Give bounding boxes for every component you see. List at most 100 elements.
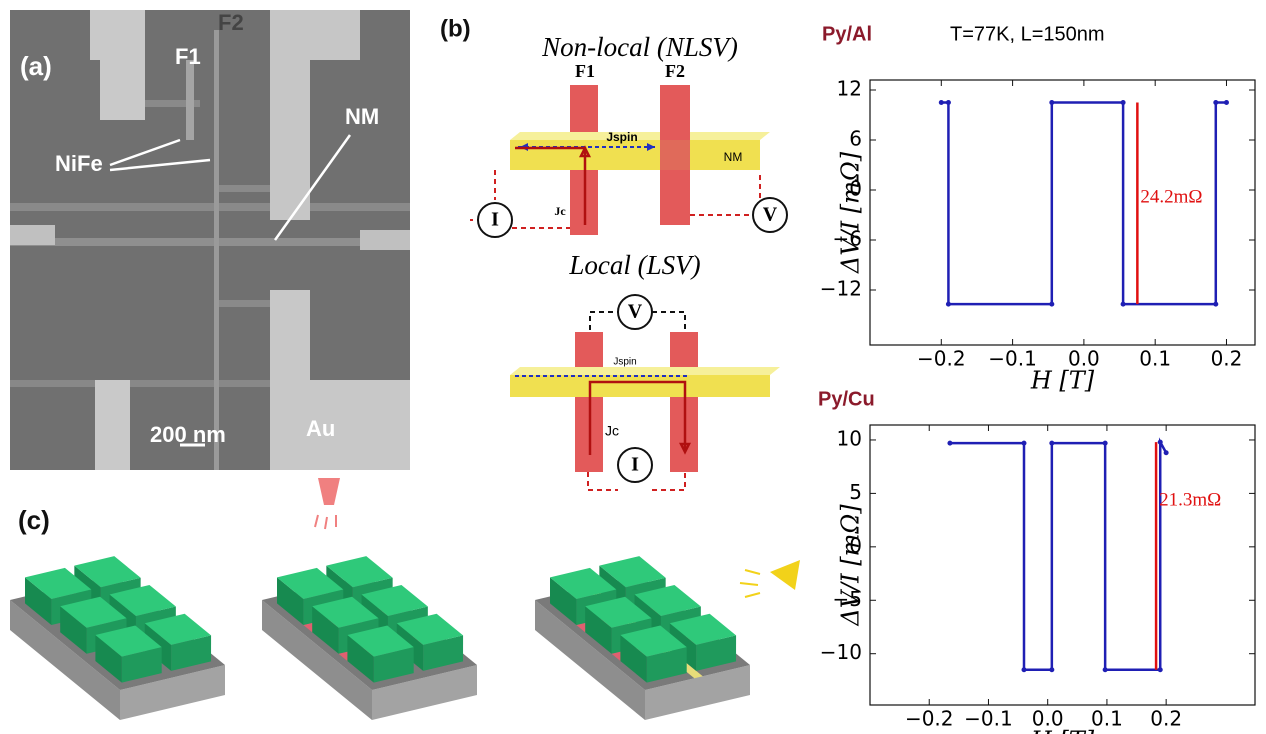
arrow bbox=[109, 134, 352, 241]
data-point bbox=[1049, 667, 1055, 673]
sem-wire bbox=[215, 185, 275, 192]
block-top bbox=[347, 625, 414, 657]
y-tick-label: 6 bbox=[849, 127, 862, 151]
y-tick-label: 0 bbox=[849, 533, 862, 557]
nm-bar bbox=[510, 375, 770, 397]
sem-wire bbox=[215, 300, 275, 307]
au-pad bbox=[270, 10, 360, 220]
block-top bbox=[25, 567, 92, 599]
block-top bbox=[620, 625, 687, 657]
sem-wire bbox=[10, 380, 410, 387]
substrate-side bbox=[10, 600, 120, 720]
data-point bbox=[1213, 301, 1219, 307]
ferromagnet bbox=[660, 140, 690, 170]
data-point bbox=[1157, 439, 1163, 445]
au-pad bbox=[10, 225, 410, 250]
sem-wire bbox=[10, 238, 410, 246]
wire bbox=[589, 311, 686, 330]
label: F2 bbox=[665, 61, 685, 81]
substrate-side bbox=[262, 600, 372, 720]
annotation-label: 24.2mΩ bbox=[1140, 187, 1202, 208]
x-tick-label: 0.0 bbox=[1068, 347, 1100, 371]
fabrication-steps: (c) bbox=[10, 478, 800, 720]
light-rays bbox=[314, 514, 337, 530]
schematic: (b) Non-local (NLSV) F1 F2 Jspin NM I Jc… bbox=[440, 15, 788, 491]
data-point bbox=[945, 301, 951, 307]
panel-label: (a) bbox=[20, 51, 52, 81]
data-point bbox=[1163, 450, 1169, 456]
block-top bbox=[599, 556, 666, 588]
annotation-label: 21.3mΩ bbox=[1159, 489, 1221, 510]
y-tick-label: −5 bbox=[833, 587, 862, 611]
chart-subtitle: T=77K, L=150nm bbox=[950, 23, 1105, 45]
block-side bbox=[423, 635, 464, 671]
y-tick-label: −10 bbox=[820, 640, 862, 664]
y-axis-label: ΔV/I [mΩ] bbox=[837, 504, 865, 627]
block-top bbox=[144, 613, 212, 645]
data-point bbox=[1157, 667, 1163, 673]
voltmeter bbox=[617, 294, 653, 330]
light-source bbox=[318, 478, 340, 505]
sem-wire bbox=[10, 203, 410, 211]
data-point bbox=[1021, 667, 1027, 673]
au-pad bbox=[90, 10, 145, 120]
block-side bbox=[347, 635, 374, 683]
ammeter bbox=[617, 447, 653, 483]
y-axis-label: ΔV/I [mΩ] bbox=[837, 151, 865, 274]
wire bbox=[587, 472, 686, 491]
diagram-title: Non-local (NLSV) bbox=[541, 32, 738, 62]
data-point bbox=[1213, 100, 1219, 105]
label: Jc bbox=[605, 423, 619, 439]
x-tick-label: 0.2 bbox=[1150, 707, 1182, 731]
y-tick-label: −6 bbox=[833, 227, 862, 251]
block-side bbox=[277, 577, 304, 625]
data-point bbox=[938, 100, 944, 105]
nife-f2 bbox=[214, 30, 219, 470]
block-side bbox=[373, 647, 414, 683]
block-side bbox=[550, 577, 577, 625]
block-top bbox=[95, 625, 162, 657]
y-tick-label: 10 bbox=[837, 426, 862, 450]
label: NiFe bbox=[55, 151, 103, 176]
substrate-side bbox=[645, 665, 750, 720]
label: Jspin bbox=[613, 357, 636, 368]
panel-label: (b) bbox=[440, 15, 471, 42]
data-point bbox=[1120, 100, 1126, 105]
data-point bbox=[1102, 440, 1108, 446]
label: Jspin bbox=[606, 130, 637, 144]
label: V bbox=[763, 204, 778, 226]
nm-bar bbox=[510, 140, 760, 170]
label: Jc bbox=[554, 204, 566, 218]
light-rays bbox=[739, 569, 761, 598]
data-point bbox=[945, 100, 951, 105]
block-side bbox=[646, 647, 687, 683]
block-side bbox=[620, 635, 647, 683]
block-side bbox=[585, 606, 612, 654]
block-top bbox=[669, 613, 737, 645]
x-tick-label: −0.2 bbox=[917, 347, 966, 371]
x-tick-label: 0.2 bbox=[1211, 347, 1243, 371]
block-top bbox=[396, 613, 464, 645]
block-top bbox=[109, 584, 176, 617]
label: F2 bbox=[218, 10, 244, 35]
y-tick-label: 12 bbox=[837, 77, 862, 101]
x-tick-label: 0.1 bbox=[1091, 707, 1123, 731]
label: NM bbox=[724, 150, 743, 164]
block-top bbox=[277, 567, 344, 599]
diagram-title: Local (LSV) bbox=[568, 250, 700, 280]
label: V bbox=[628, 301, 643, 323]
label: 200 nm bbox=[150, 422, 226, 447]
data-point bbox=[1049, 100, 1055, 105]
data-line bbox=[941, 101, 1227, 306]
au-pad bbox=[95, 380, 130, 470]
y-tick-label: 5 bbox=[849, 480, 862, 504]
block-side bbox=[95, 635, 122, 683]
nife-f1 bbox=[186, 60, 194, 140]
block-top bbox=[74, 556, 141, 588]
data-point bbox=[1021, 440, 1027, 446]
block-top bbox=[634, 584, 701, 617]
nm-top bbox=[510, 367, 780, 375]
wire bbox=[470, 170, 761, 229]
